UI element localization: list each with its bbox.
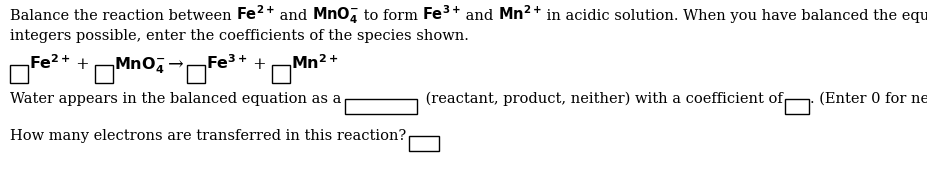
Bar	[95, 65, 113, 83]
Text: Balance the reaction between: Balance the reaction between	[10, 9, 236, 23]
Text: $\mathbf{Mn^{2+}}$: $\mathbf{Mn^{2+}}$	[290, 54, 337, 73]
Text: →: →	[168, 55, 184, 73]
Bar	[784, 99, 808, 114]
Text: $\mathbf{MnO_4^{-}}$: $\mathbf{MnO_4^{-}}$	[311, 6, 359, 26]
Text: to form: to form	[359, 9, 422, 23]
Bar	[345, 99, 417, 114]
Text: How many electrons are transferred in this reaction?: How many electrons are transferred in th…	[10, 129, 406, 143]
Text: in acidic solution. When you have balanced the equation using the smallest: in acidic solution. When you have balanc…	[541, 9, 927, 23]
Bar	[186, 65, 205, 83]
Text: $\mathbf{Fe^{3+}}$: $\mathbf{Fe^{3+}}$	[422, 4, 461, 23]
Bar	[409, 136, 438, 151]
Text: +: +	[248, 56, 272, 73]
Text: $\mathbf{Fe^{3+}}$: $\mathbf{Fe^{3+}}$	[206, 54, 248, 73]
Bar	[272, 65, 289, 83]
Text: $\mathbf{Mn^{2+}}$: $\mathbf{Mn^{2+}}$	[498, 4, 541, 23]
Text: and: and	[461, 9, 498, 23]
Text: $\mathbf{MnO_4^{-}}$: $\mathbf{MnO_4^{-}}$	[114, 55, 165, 75]
Bar	[10, 65, 28, 83]
Text: and: and	[274, 9, 311, 23]
Text: $\mathbf{Fe^{2+}}$: $\mathbf{Fe^{2+}}$	[29, 54, 71, 73]
Text: (reactant, product, neither) with a coefficient of: (reactant, product, neither) with a coef…	[421, 92, 782, 106]
Text: Water appears in the balanced equation as a: Water appears in the balanced equation a…	[10, 92, 341, 106]
Text: +: +	[71, 56, 95, 73]
Text: . (Enter 0 for neither.): . (Enter 0 for neither.)	[809, 92, 927, 106]
Text: integers possible, enter the coefficients of the species shown.: integers possible, enter the coefficient…	[10, 29, 468, 43]
Text: $\mathbf{Fe^{2+}}$: $\mathbf{Fe^{2+}}$	[236, 4, 274, 23]
